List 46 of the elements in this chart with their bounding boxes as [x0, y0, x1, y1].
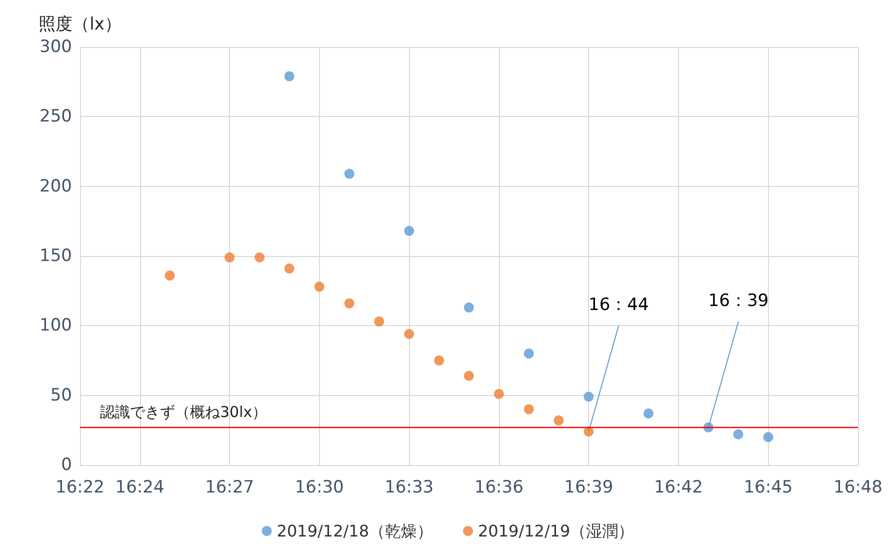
- point: [314, 282, 324, 292]
- point: [494, 388, 504, 399]
- point: [284, 264, 294, 274]
- point: [584, 426, 594, 437]
- point: [643, 408, 654, 418]
- point: [404, 329, 414, 340]
- y-tick-label: 300: [40, 37, 72, 57]
- point: [733, 429, 744, 440]
- y-tick-label: 0: [61, 455, 72, 475]
- point: [524, 348, 534, 359]
- point: [763, 432, 774, 442]
- x-tick-label: 16:42: [654, 478, 703, 498]
- x-tick-label: 16:39: [564, 478, 614, 498]
- point: [434, 356, 444, 366]
- x-tick-label: 16:27: [205, 478, 254, 498]
- x-tick-label: 16:24: [115, 478, 164, 498]
- y-tick-label: 250: [40, 106, 72, 127]
- point: [584, 392, 594, 402]
- x-tick-label: 16:33: [384, 478, 434, 498]
- point: [374, 316, 384, 326]
- x-tick-label: 16:30: [294, 478, 344, 498]
- annotation: 16：44: [588, 295, 649, 316]
- point: [524, 404, 534, 414]
- y-tick-label: 100: [40, 316, 72, 336]
- point: [344, 298, 354, 308]
- annotation: 16：39: [708, 290, 769, 311]
- point: [164, 270, 175, 281]
- point: [554, 415, 564, 426]
- x-tick-label: 16:45: [744, 478, 793, 498]
- point: [284, 71, 294, 82]
- point: [404, 226, 414, 236]
- point: [344, 168, 354, 179]
- point: [254, 252, 265, 262]
- point: [464, 370, 474, 381]
- y-axis-title: 照度（lx）: [38, 14, 122, 34]
- x-tick-label: 16:48: [834, 478, 882, 498]
- point: [464, 302, 474, 313]
- y-tick-label: 50: [50, 385, 72, 406]
- point: [224, 252, 235, 262]
- legend-label: 2019/12/19（湿潤）: [478, 522, 634, 540]
- y-tick-label: 200: [40, 176, 72, 196]
- legend-label: 2019/12/18（乾燥）: [276, 522, 433, 540]
- x-tick-label: 16:22: [56, 478, 104, 498]
- x-tick-label: 16:36: [474, 478, 524, 498]
- ref-line-label: 認識できず（概ね30lx）: [100, 402, 268, 421]
- y-tick-label: 150: [40, 246, 72, 266]
